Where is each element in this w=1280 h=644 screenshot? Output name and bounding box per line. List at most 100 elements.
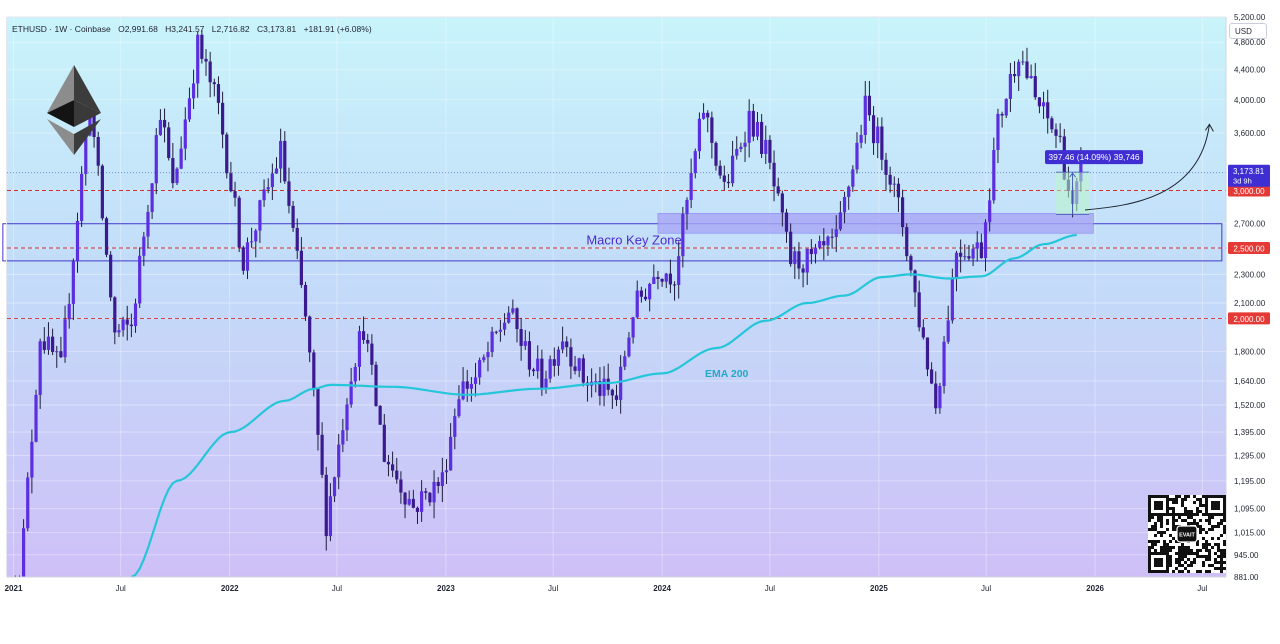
ema-200-label: EMA 200 <box>705 368 749 380</box>
qr-module <box>1172 546 1175 549</box>
qr-module <box>1169 558 1172 561</box>
qr-module <box>1151 543 1154 546</box>
level-price-badge <box>1228 184 1270 197</box>
candle-body <box>751 110 755 137</box>
candle-body <box>266 187 270 190</box>
qr-module <box>1172 501 1175 504</box>
qr-module <box>1160 552 1163 555</box>
candle-body <box>681 213 685 257</box>
qr-module <box>1154 522 1157 525</box>
level-price-badge <box>1228 312 1270 325</box>
candle-body <box>797 251 801 269</box>
candle-body <box>262 189 266 201</box>
qr-module <box>1148 570 1151 573</box>
candle-body <box>378 405 382 425</box>
candle-body <box>515 308 519 330</box>
qr-module <box>1223 504 1226 507</box>
qr-module <box>1151 525 1154 528</box>
candle-body <box>950 277 954 321</box>
candle-body <box>536 358 540 372</box>
qr-module <box>1211 516 1214 519</box>
candle-body <box>971 248 975 259</box>
qr-module <box>1166 522 1169 525</box>
qr-module <box>1163 570 1166 573</box>
candle-body <box>386 461 391 465</box>
qr-module <box>1193 552 1196 555</box>
qr-module <box>1157 519 1160 522</box>
qr-module <box>1148 498 1151 501</box>
candle-body <box>237 197 241 248</box>
qr-module <box>1166 543 1169 546</box>
projection-arrow-curve <box>1084 124 1210 211</box>
qr-module <box>1196 540 1199 543</box>
candle-body <box>863 95 867 135</box>
candle-body <box>138 255 142 304</box>
qr-module <box>1148 552 1151 555</box>
qr-module <box>1160 522 1163 525</box>
qr-module <box>1202 504 1205 507</box>
qr-module <box>1208 564 1211 567</box>
qr-module <box>1154 561 1157 564</box>
candle-body <box>1021 61 1025 63</box>
qr-module <box>1199 525 1202 528</box>
candle-body <box>316 388 320 435</box>
candle-body <box>490 331 494 353</box>
qr-module <box>1220 555 1223 558</box>
candle-body <box>420 491 424 512</box>
time-tick-label: 2023 <box>437 584 455 593</box>
qr-module <box>1157 504 1160 507</box>
candle-body <box>996 113 1000 151</box>
candle-body <box>660 278 664 282</box>
candle-body <box>635 290 639 318</box>
qr-module <box>1172 537 1175 540</box>
qr-module <box>1175 525 1178 528</box>
level-price-badge-label: 2,500.00 <box>1233 245 1265 254</box>
qr-module <box>1217 567 1220 570</box>
qr-module <box>1181 543 1184 546</box>
qr-module <box>1205 549 1208 552</box>
candle-body <box>216 84 221 103</box>
qr-module <box>1217 555 1220 558</box>
qr-module <box>1220 567 1223 570</box>
qr-module <box>1178 546 1181 549</box>
candle-body <box>129 324 133 327</box>
ohlc-high: H3,241.57 <box>165 24 205 34</box>
candle-body <box>809 248 813 255</box>
price-tick-label: 1,395.00 <box>1234 428 1266 437</box>
candle-body <box>701 112 706 119</box>
qr-module <box>1217 507 1220 510</box>
qr-module <box>1199 549 1202 552</box>
qr-module <box>1223 543 1226 546</box>
qr-module <box>1193 561 1196 564</box>
qr-module <box>1220 564 1223 567</box>
qr-module <box>1217 504 1220 507</box>
candle-body <box>55 351 59 353</box>
candle-body <box>353 366 357 382</box>
qr-module <box>1178 516 1181 519</box>
candle-body <box>693 151 697 174</box>
qr-module <box>1217 522 1220 525</box>
qr-module <box>1160 534 1163 537</box>
qr-module <box>1175 498 1178 501</box>
qr-module <box>1160 531 1163 534</box>
candle-body <box>1008 74 1012 99</box>
qr-module <box>1148 540 1151 543</box>
qr-module <box>1184 498 1187 501</box>
qr-module <box>1196 549 1199 552</box>
price-change: +181.91 (+6.08%) <box>303 24 372 34</box>
ohlc-low: L2,716.82 <box>211 24 250 34</box>
currency-button[interactable]: USD <box>1229 23 1267 39</box>
candle-body <box>96 137 100 166</box>
price-tick-label: 1,520.00 <box>1234 401 1266 410</box>
current-price-badge <box>1228 164 1270 187</box>
candle-body <box>714 142 718 166</box>
candle-body <box>254 230 258 242</box>
qr-module <box>1196 510 1199 513</box>
qr-center-badge <box>1176 525 1198 543</box>
candle-body <box>449 436 453 471</box>
qr-module <box>1181 564 1184 567</box>
qr-module <box>1157 531 1160 534</box>
candle-body <box>482 357 486 361</box>
